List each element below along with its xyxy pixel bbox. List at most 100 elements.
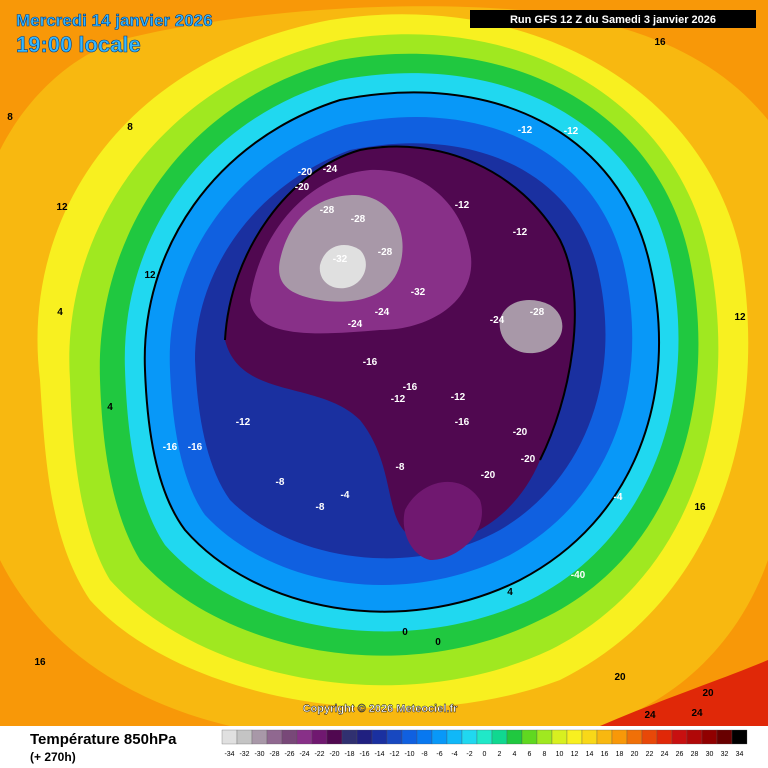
map-label: 24 (691, 708, 703, 719)
map-label: -20 (521, 454, 536, 465)
map-label: 4 (507, 587, 513, 598)
scale-label: 0 (483, 751, 487, 758)
scale-label: -26 (284, 751, 294, 758)
scale-label: -18 (344, 751, 354, 758)
scale-cell (491, 729, 508, 745)
scale-label: 6 (528, 751, 532, 758)
scale-cell (551, 729, 568, 745)
map-label: -20 (298, 167, 313, 178)
scale-label: 10 (556, 751, 564, 758)
scale-label: 22 (646, 751, 654, 758)
map-label: -16 (163, 442, 178, 453)
scale-label: -34 (224, 751, 234, 758)
scale-label: -22 (314, 751, 324, 758)
scale-cell (311, 729, 328, 745)
map-label: -24 (348, 319, 363, 330)
map-label: 12 (56, 202, 68, 213)
scale-cell (521, 729, 538, 745)
scale-cell (266, 729, 283, 745)
zone-m20b (403, 481, 482, 560)
map-label: 12 (144, 270, 156, 281)
map-label: -12 (455, 200, 470, 211)
scale-cell (581, 729, 598, 745)
scale-cell (626, 729, 643, 745)
scale-label: -16 (359, 751, 369, 758)
map-label: -28 (351, 214, 366, 225)
scale-label: 2 (498, 751, 502, 758)
scale-label: -8 (421, 751, 427, 758)
zone-m32 (319, 245, 366, 289)
scale-label: -12 (389, 751, 399, 758)
scale-label: 16 (601, 751, 609, 758)
scale-cell (386, 729, 403, 745)
scale-cell (356, 729, 373, 745)
scale-label: -10 (404, 751, 414, 758)
scale-label: -28 (269, 751, 279, 758)
map-label: -8 (276, 477, 285, 488)
scale-label: -14 (374, 751, 384, 758)
scale-label: -6 (436, 751, 442, 758)
scale-cell (716, 729, 733, 745)
map-label: -20 (295, 182, 310, 193)
footer-lead: (+ 270h) (30, 750, 76, 764)
map-label: -8 (316, 502, 325, 513)
scale-cell (221, 729, 238, 745)
isotherm (143, 91, 661, 613)
scale-label: -24 (299, 751, 309, 758)
scale-cell (566, 729, 583, 745)
hot-zone (600, 660, 768, 726)
map-label: -32 (333, 254, 348, 265)
time: 19:00 locale (16, 32, 141, 57)
map-label: 4 (107, 402, 113, 413)
scale-cell (686, 729, 703, 745)
footer: Température 850hPa (+ 270h) -34 -32 -30 -28… (30, 729, 748, 764)
scale-label: 34 (736, 751, 744, 758)
scale-cell (416, 729, 433, 745)
date: Mercredi 14 janvier 2026 (16, 11, 213, 30)
map-label: -12 (391, 394, 406, 405)
scale-label: -30 (254, 751, 264, 758)
scale-cell (371, 729, 388, 745)
run-box (470, 10, 756, 28)
scale-cell (476, 729, 493, 745)
scale-cell (506, 729, 523, 745)
scale-cell (281, 729, 298, 745)
scale-cell (326, 729, 343, 745)
run: Run GFS 12 Z du Samedi 3 janvier 2026 (510, 14, 716, 26)
scale-label: 30 (706, 751, 714, 758)
scale-label: -2 (466, 751, 472, 758)
map-label: -28 (530, 307, 545, 318)
map-label: -24 (323, 164, 338, 175)
map-label: -12 (564, 126, 579, 137)
map-label: 8 (7, 112, 13, 123)
scale-label: 18 (616, 751, 624, 758)
map-label: -16 (403, 382, 418, 393)
isotherm (224, 145, 576, 461)
map-label: -28 (378, 247, 393, 258)
map-label: 20 (702, 688, 714, 699)
map-label: 20 (614, 672, 626, 683)
scale-label: 24 (661, 751, 669, 758)
map-label: 24 (644, 710, 656, 721)
map-label: -16 (455, 417, 470, 428)
map-label: -12 (518, 125, 533, 136)
map-label: 16 (34, 657, 46, 668)
map-label: -20 (513, 427, 528, 438)
scale-cell (251, 729, 268, 745)
scale-cell (296, 729, 313, 745)
scale-cell (596, 729, 613, 745)
map-label: -40 (571, 570, 586, 581)
map-label: -12 (236, 417, 251, 428)
scale-cell (401, 729, 418, 745)
map-label: -24 (375, 307, 390, 318)
map-label: -12 (451, 392, 466, 403)
map: Mercredi 14 janvier 2026 19:00 locale Ru… (0, 0, 768, 726)
map-label: -28 (320, 205, 335, 216)
scale-cell (731, 729, 748, 745)
scale-cell (446, 729, 463, 745)
map-label: -8 (396, 462, 405, 473)
scale-cell (536, 729, 553, 745)
scale-cell (641, 729, 658, 745)
map-label: -4 (341, 490, 350, 501)
